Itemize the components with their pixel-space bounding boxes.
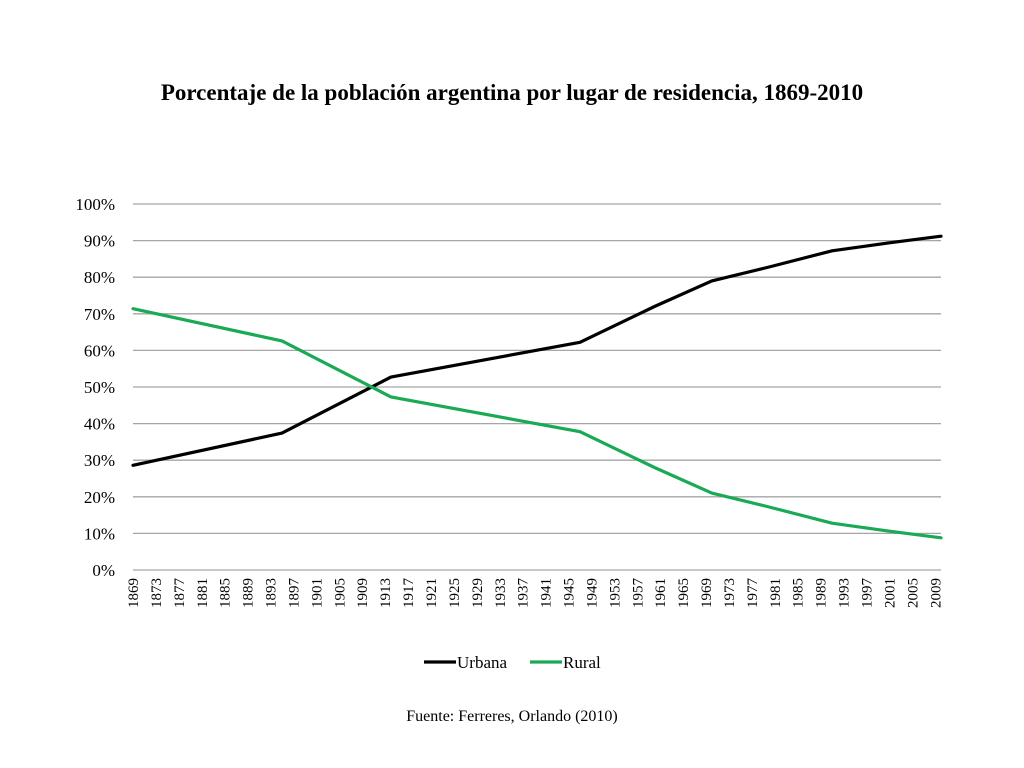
legend-label: Urbana (457, 653, 507, 672)
y-tick-label: 70% (84, 305, 115, 324)
chart-source-note: Fuente: Ferreres, Orlando (2010) (406, 708, 618, 725)
x-tick-label: 1961 (653, 578, 669, 608)
x-tick-label: 1981 (768, 578, 784, 608)
x-tick-label: 1941 (539, 578, 555, 608)
x-tick-label: 1969 (699, 578, 715, 608)
x-tick-label: 1945 (562, 578, 578, 608)
x-tick-label: 1897 (286, 578, 302, 609)
x-tick-label: 1953 (607, 578, 623, 608)
y-axis-tick-labels: 0% 10% 20% 30% 40% 50% 60% 70% 80% 90% 100% (75, 195, 115, 580)
x-tick-label: 1997 (860, 578, 876, 609)
y-tick-label: 60% (84, 341, 115, 360)
x-tick-label: 1921 (424, 578, 440, 608)
x-tick-label: 1913 (378, 578, 394, 608)
y-tick-label: 20% (84, 488, 115, 507)
chart-title: Porcentaje de la población argentina por… (160, 80, 864, 105)
x-tick-label: 1993 (837, 578, 853, 608)
x-tick-label: 1889 (241, 578, 257, 608)
x-tick-label: 2005 (905, 578, 921, 608)
x-tick-label: 1937 (516, 578, 532, 609)
y-tick-label: 40% (84, 415, 115, 434)
series-lines (131, 234, 943, 540)
x-tick-label: 1905 (332, 578, 348, 608)
x-tick-label: 1989 (814, 578, 830, 608)
x-tick-label: 1877 (172, 578, 188, 609)
x-tick-label: 1873 (149, 578, 165, 608)
x-axis-tick-labels: 1869 1873 1877 1881 1885 1889 1893 1897 1901 1905… (126, 578, 944, 609)
x-tick-label: 1949 (584, 578, 600, 608)
series-line-urbana (131, 234, 943, 467)
x-tick-label: 1909 (355, 578, 371, 608)
y-tick-label: 90% (84, 232, 115, 251)
y-tick-label: 50% (84, 378, 115, 397)
x-tick-label: 2001 (882, 578, 898, 608)
x-tick-label: 1933 (493, 578, 509, 608)
legend: Urbana Rural (424, 653, 601, 672)
x-tick-label: 1893 (264, 578, 280, 608)
legend-label: Rural (563, 653, 601, 672)
y-tick-label: 10% (84, 524, 115, 543)
gridlines (133, 203, 941, 571)
x-tick-label: 1977 (745, 578, 761, 609)
x-tick-label: 1869 (126, 578, 142, 608)
x-tick-label: 1885 (218, 578, 234, 608)
x-tick-label: 1957 (630, 578, 646, 609)
y-tick-label: 100% (75, 195, 115, 214)
y-tick-label: 80% (84, 268, 115, 287)
x-tick-label: 1917 (401, 578, 417, 609)
x-tick-label: 1965 (676, 578, 692, 608)
x-tick-label: 1985 (791, 578, 807, 608)
x-tick-label: 1925 (447, 578, 463, 608)
x-tick-label: 1973 (722, 578, 738, 608)
y-tick-label: 0% (92, 561, 115, 580)
x-tick-label: 1881 (195, 578, 211, 608)
series-line-rural (131, 307, 943, 540)
x-tick-label: 1901 (309, 578, 325, 608)
x-tick-label: 2009 (928, 578, 944, 608)
y-tick-label: 30% (84, 451, 115, 470)
x-tick-label: 1929 (470, 578, 486, 608)
